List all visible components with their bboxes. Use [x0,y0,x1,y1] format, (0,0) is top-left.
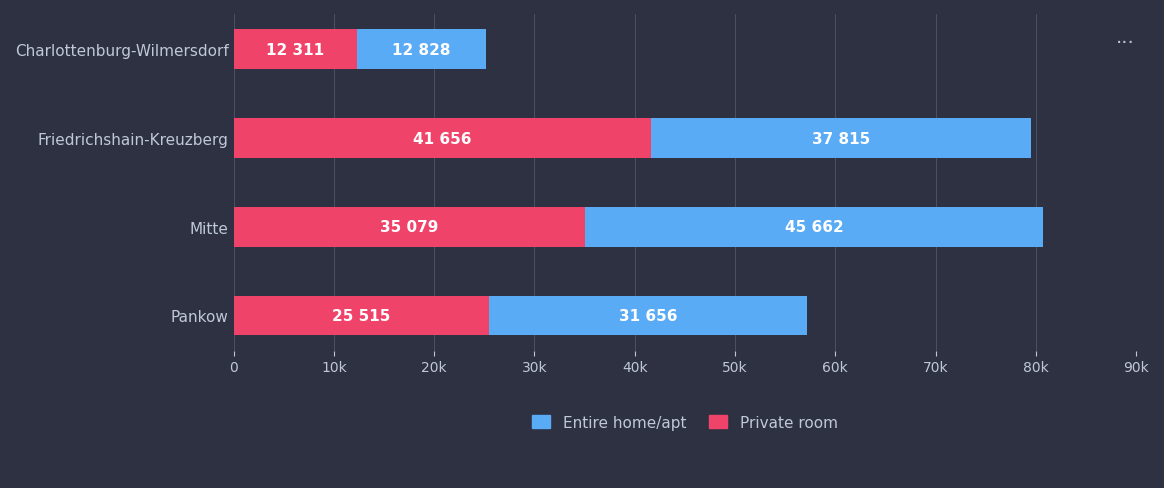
Bar [234,207,585,247]
Text: ···: ··· [1116,34,1135,53]
Text: 25 515: 25 515 [333,308,391,324]
Bar [357,30,485,70]
Bar [234,119,652,159]
Bar [585,207,1043,247]
Bar [234,30,357,70]
Bar [652,119,1030,159]
Text: 12 828: 12 828 [392,42,450,58]
Bar [490,296,807,336]
Text: 31 656: 31 656 [619,308,677,324]
Text: 35 079: 35 079 [381,220,439,235]
Text: 37 815: 37 815 [811,131,870,146]
Text: 45 662: 45 662 [785,220,844,235]
Legend: Entire home/apt, Private room: Entire home/apt, Private room [525,407,845,438]
Text: 12 311: 12 311 [267,42,325,58]
Text: 41 656: 41 656 [413,131,471,146]
Bar [234,296,490,336]
